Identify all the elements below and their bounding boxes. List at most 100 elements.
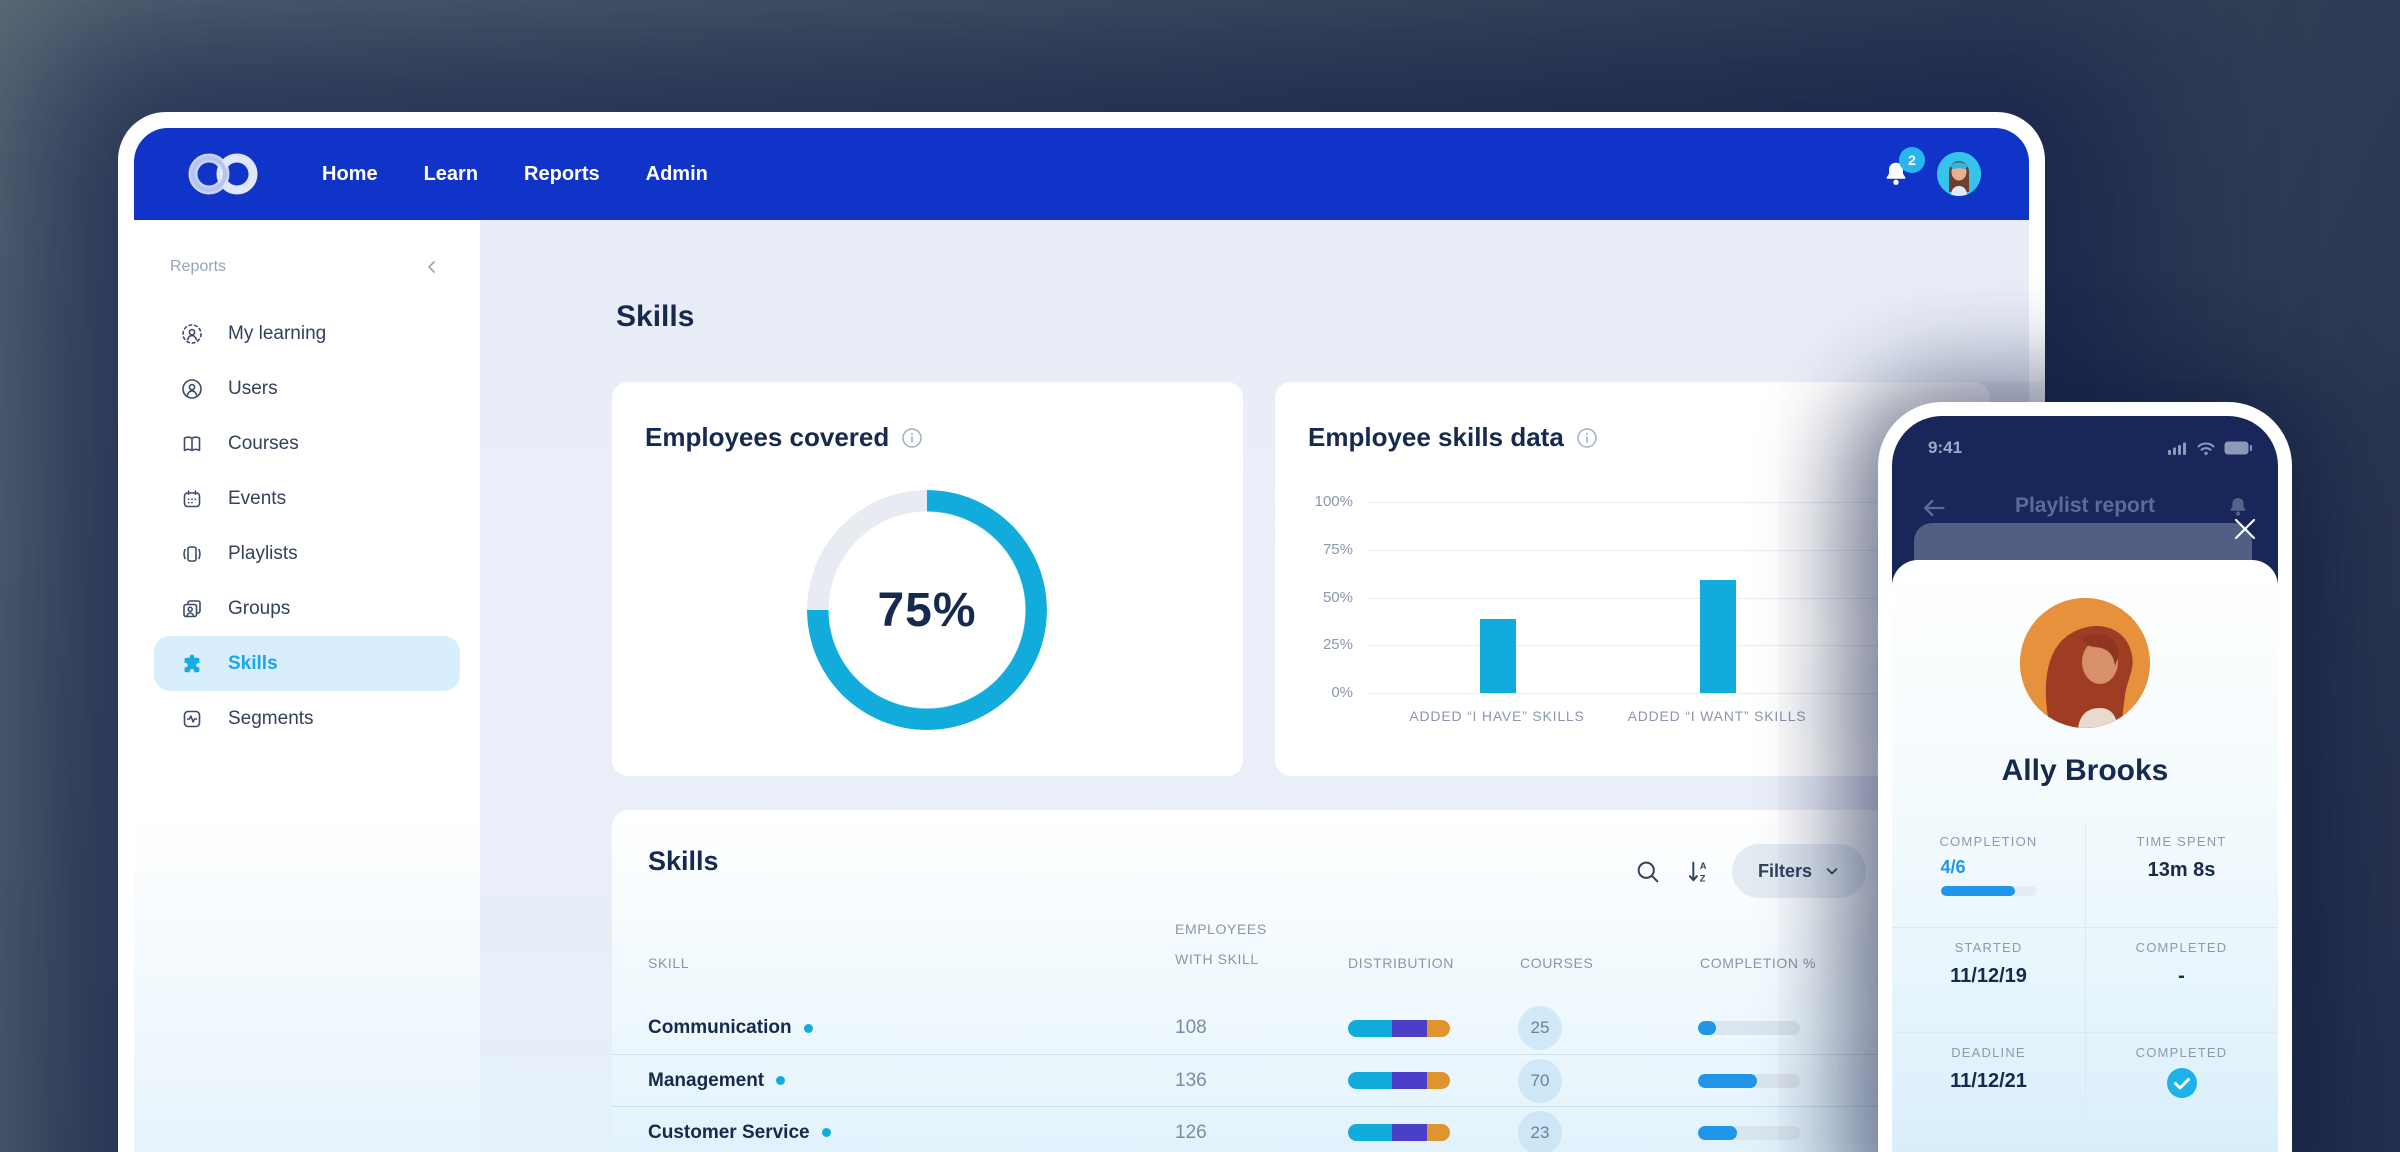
stat-label: DEADLINE bbox=[1951, 1045, 2026, 1060]
completion-bar-fill bbox=[1698, 1125, 1737, 1140]
sidebar-item-label: My learning bbox=[228, 322, 327, 344]
y-tick: 0% bbox=[1331, 684, 1353, 701]
completion-progress-bar bbox=[1940, 886, 2037, 896]
dimmed-card-behind-sheet bbox=[1914, 523, 2252, 563]
courses-badge: 23 bbox=[1518, 1110, 1562, 1152]
info-icon[interactable] bbox=[1576, 427, 1598, 449]
sidebar-title: Reports bbox=[170, 258, 227, 275]
search-icon[interactable] bbox=[1634, 858, 1662, 886]
x-category-label: ADDED “I HAVE” SKILLS bbox=[1409, 708, 1585, 724]
skill-dot-icon bbox=[803, 1023, 813, 1033]
skill-dot-icon bbox=[821, 1128, 831, 1137]
filters-label: Filters bbox=[1758, 860, 1813, 881]
user-avatar-image bbox=[1937, 152, 1981, 196]
employees-count: 108 bbox=[1175, 1017, 1207, 1038]
sidebar-item-groups[interactable]: Groups bbox=[154, 581, 460, 636]
gridline bbox=[1368, 693, 1990, 694]
completion-bar bbox=[1698, 1021, 1800, 1035]
profile-avatar-image bbox=[2020, 598, 2150, 728]
courses-badge: 25 bbox=[1518, 1006, 1562, 1050]
sidebar-items: My learning Users bbox=[134, 306, 480, 746]
stat-label: COMPLETED bbox=[2135, 1045, 2228, 1060]
notifications-button[interactable]: 2 bbox=[1881, 147, 1925, 189]
nav-right: 2 bbox=[1881, 147, 1981, 196]
playlist-report-sheet: Ally Brooks COMPLETION 4/6 TIME SPENT bbox=[1892, 560, 2278, 1152]
skills-puzzle-icon bbox=[184, 654, 200, 672]
brand-logo[interactable] bbox=[182, 148, 266, 200]
skills-table-rows: Communication 108 25 bbox=[612, 1002, 1990, 1152]
main-content: Skills Employees covered 75% bbox=[480, 220, 2029, 1152]
donut-center-value: 75% bbox=[877, 583, 977, 637]
back-arrow-icon[interactable] bbox=[1920, 494, 1948, 522]
app-body: Reports My learning bbox=[134, 220, 2029, 1152]
collapse-chevron-icon[interactable] bbox=[424, 259, 440, 275]
user-avatar[interactable] bbox=[1937, 152, 1981, 196]
chevron-down-icon bbox=[1826, 868, 1838, 875]
sidebar-item-events[interactable]: Events bbox=[154, 471, 460, 526]
stat-deadline: DEADLINE 11/12/21 bbox=[1892, 1032, 2085, 1137]
gridline bbox=[1368, 502, 1990, 503]
sidebar-header: Reports bbox=[134, 258, 480, 276]
col-header-completion: COMPLETION % bbox=[1700, 955, 1817, 971]
users-icon bbox=[182, 378, 202, 399]
nav-link-home[interactable]: Home bbox=[322, 162, 378, 185]
completion-progress-fill bbox=[1940, 886, 2016, 896]
phone-header-title: Playlist report bbox=[2014, 494, 2156, 517]
table-row-communication[interactable]: Communication 108 25 bbox=[612, 1002, 1990, 1054]
phone-mockup: 9:41 bbox=[1878, 402, 2292, 1152]
distribution-segment-1 bbox=[1348, 1019, 1392, 1037]
profile-name: Ally Brooks bbox=[2001, 754, 2169, 787]
stat-time-spent: TIME SPENT 13m 8s bbox=[2085, 822, 2278, 927]
skills-table-card: Skills A Z Filters bbox=[612, 810, 1990, 1152]
distribution-bar bbox=[1348, 1019, 1450, 1037]
y-tick: 25% bbox=[1322, 636, 1353, 653]
filters-button[interactable]: Filters bbox=[1732, 844, 1867, 898]
time-spent-value: 13m 8s bbox=[2147, 859, 2216, 881]
nav-link-admin[interactable]: Admin bbox=[645, 162, 708, 185]
distribution-segment-2 bbox=[1391, 1124, 1427, 1141]
employee-skills-data-card: Employee skills data 100% bbox=[1275, 382, 1990, 776]
distribution-segment-2 bbox=[1391, 1019, 1427, 1037]
distribution-segment-1 bbox=[1348, 1124, 1392, 1141]
gridline bbox=[1368, 598, 1990, 599]
table-row-management[interactable]: Management 136 70 bbox=[612, 1054, 1990, 1106]
y-tick: 50% bbox=[1322, 589, 1353, 606]
sidebar-item-my-learning[interactable]: My learning bbox=[154, 306, 460, 361]
phone-bell-icon[interactable] bbox=[2226, 495, 2250, 519]
completion-bar-fill bbox=[1698, 1073, 1758, 1088]
nav-link-reports[interactable]: Reports bbox=[524, 162, 600, 185]
report-stats-grid: COMPLETION 4/6 TIME SPENT 13m 8s bbox=[1892, 822, 2278, 1137]
notification-badge: 2 bbox=[1899, 147, 1925, 173]
distribution-segment-1 bbox=[1348, 1072, 1392, 1089]
distribution-segment-3 bbox=[1426, 1072, 1450, 1089]
sidebar-item-label: Users bbox=[228, 377, 278, 399]
nav-link-learn[interactable]: Learn bbox=[423, 162, 479, 185]
distribution-segment-2 bbox=[1391, 1072, 1427, 1089]
sidebar-item-segments[interactable]: Segments bbox=[154, 691, 460, 746]
sidebar-item-label: Groups bbox=[228, 597, 291, 619]
sidebar-item-users[interactable]: Users bbox=[154, 361, 460, 416]
playlists-icon bbox=[183, 545, 201, 562]
table-row-customer-service[interactable]: Customer Service 126 23 bbox=[612, 1106, 1990, 1152]
skill-name: Communication bbox=[648, 1017, 792, 1038]
dashboard-screen: Home Learn Reports Admin 2 bbox=[134, 128, 2029, 1152]
stat-label: TIME SPENT bbox=[2136, 834, 2227, 849]
skill-name: Customer Service bbox=[648, 1121, 810, 1143]
employees-covered-title: Employees covered bbox=[645, 422, 890, 452]
close-icon[interactable] bbox=[2230, 514, 2260, 544]
info-icon[interactable] bbox=[901, 427, 923, 449]
sidebar-item-playlists[interactable]: Playlists bbox=[154, 526, 460, 581]
svg-text:A: A bbox=[1700, 861, 1707, 871]
status-bar-time: 9:41 bbox=[1928, 438, 1963, 457]
sort-az-icon[interactable]: A Z bbox=[1684, 858, 1712, 886]
donut-ring bbox=[807, 490, 1047, 730]
stat-completed-date: COMPLETED - bbox=[2085, 927, 2278, 1032]
sidebar-item-courses[interactable]: Courses bbox=[154, 416, 460, 471]
groups-icon bbox=[183, 599, 201, 617]
battery-icon bbox=[2224, 441, 2252, 455]
completion-value: 4/6 bbox=[1940, 857, 1966, 877]
sidebar-item-skills[interactable]: Skills bbox=[154, 636, 460, 691]
phone-header: Playlist report bbox=[1892, 490, 2278, 526]
distribution-bar bbox=[1348, 1072, 1450, 1089]
